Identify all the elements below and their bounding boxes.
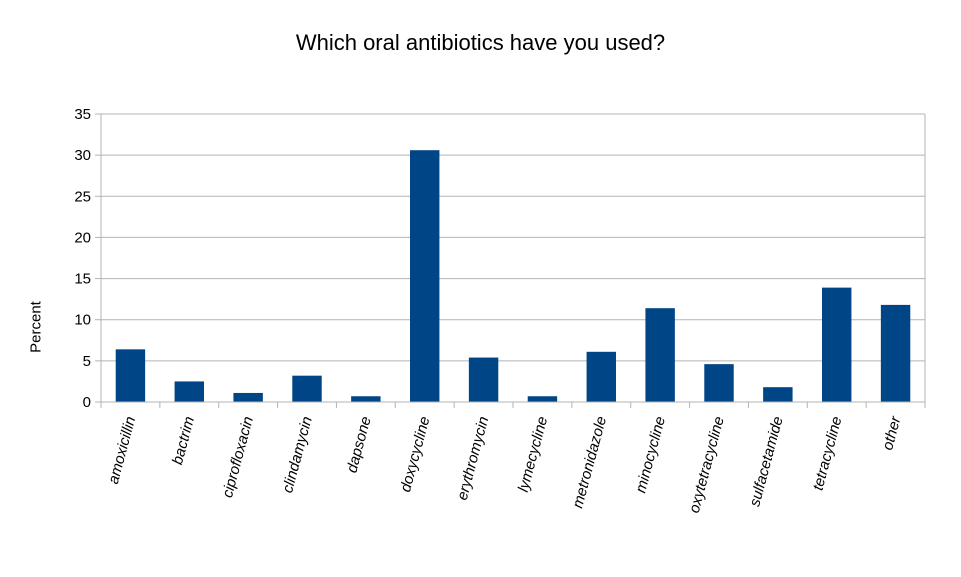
y-tick-label: 0 — [83, 394, 91, 411]
bar — [645, 308, 675, 402]
x-tick-label: minocycline — [632, 415, 669, 495]
y-tick-label: 25 — [74, 188, 91, 205]
bar — [527, 396, 558, 402]
x-tick-label: erythromycin — [454, 415, 493, 502]
y-tick-label: 15 — [74, 271, 91, 288]
grid-lines — [101, 113, 925, 362]
bar — [822, 287, 852, 402]
x-tick-label: clindamycin — [279, 415, 316, 495]
bar — [410, 150, 440, 402]
bar — [233, 392, 263, 402]
x-tick-label: ciprofloxacin — [219, 415, 257, 500]
bar — [880, 304, 911, 402]
x-tick-label: tetracycline — [810, 415, 846, 493]
bars — [115, 150, 911, 402]
chart-title: Which oral antibiotics have you used? — [295, 30, 666, 55]
x-tick-label: doxycycline — [397, 415, 433, 494]
x-tick-label: sulfacetamide — [746, 415, 786, 509]
bar — [763, 387, 793, 402]
x-tick-labels: amoxicillin bactrim ciprofloxacin clindamyc… — [105, 414, 905, 515]
y-tick-label: 35 — [74, 106, 91, 123]
x-tick-label: other — [879, 414, 905, 452]
bar — [115, 349, 146, 402]
y-tick-labels: 0 5 10 15 20 25 30 35 — [74, 106, 91, 411]
axes — [95, 113, 926, 408]
y-tick-label: 20 — [74, 229, 91, 246]
y-tick-label: 5 — [83, 353, 91, 370]
bar — [468, 357, 499, 402]
x-tick-label: amoxicillin — [105, 415, 139, 486]
x-tick-label: metronidazole — [569, 415, 610, 510]
y-tick-label: 30 — [74, 147, 91, 164]
x-tick-label: dapsone — [343, 415, 374, 475]
x-tick-label: bactrim — [169, 415, 198, 467]
bar — [351, 396, 381, 402]
x-tick-label: oxytetracycline — [686, 415, 728, 515]
y-tick-label: 10 — [74, 312, 91, 329]
bar — [586, 351, 616, 402]
bar — [704, 364, 734, 402]
bar — [174, 381, 204, 402]
x-tick-label: lymecycline — [515, 415, 551, 494]
bar — [292, 375, 322, 402]
